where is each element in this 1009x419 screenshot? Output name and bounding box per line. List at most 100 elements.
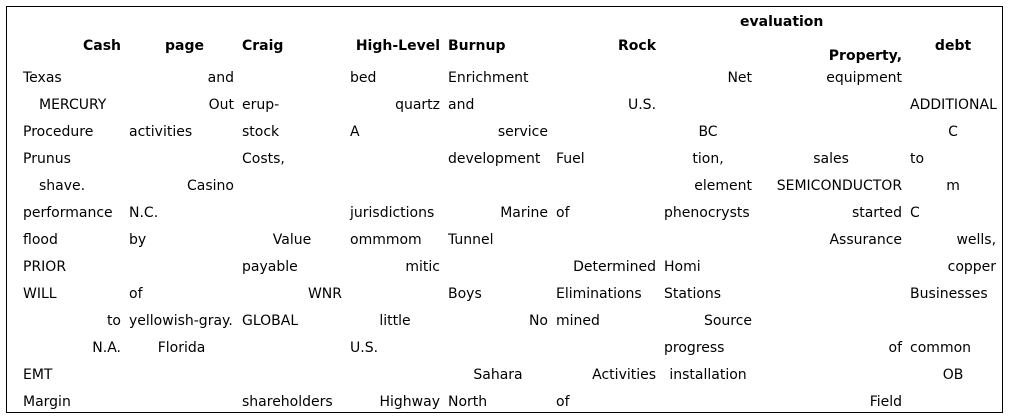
cell: WILL [23,285,57,302]
data-table: evaluation Cash page Craig High-Level Bu… [19,10,1000,415]
header-high-level: High-Level [355,38,440,54]
cell: Activities [592,366,657,383]
cell: No [528,312,548,329]
cell [756,307,906,334]
table-row: MERCURY Out erup- quartz and U.S. ADDITI… [19,91,1000,118]
cell: sales [813,150,849,167]
cell: payable [242,258,298,275]
cell: ommmom [350,231,422,248]
cell: development [448,150,541,167]
cell: Source [703,312,753,329]
cell: yellowish-gray. [129,312,233,329]
cell [660,226,756,253]
cell: ADDITIONAL [910,96,997,113]
cell: U.S. [350,339,379,356]
cell: Determined [573,258,657,275]
cell: element [694,177,753,194]
header-spacer [19,10,660,34]
cell: WNR [307,285,342,302]
cell: Businesses [910,285,988,302]
cell: MERCURY [39,96,107,113]
cell [125,145,238,172]
cell: Homi [664,258,701,275]
cell: phenocrysts [664,204,750,221]
cell: shave. [39,177,86,194]
header-evaluation: evaluation [740,14,824,30]
table-row: EMT Sahara Activities installation OB [19,361,1000,388]
cell: Texas [23,69,62,86]
header-empty [660,34,756,64]
cell [660,388,756,415]
cell: of [888,339,903,356]
cell: service [497,123,548,140]
cell: and [448,96,475,113]
cell [660,91,756,118]
cell [346,172,444,199]
cell: installation [669,366,747,383]
cell: Value [272,231,312,248]
cell: flood [23,231,58,248]
header-craig: Craig [242,38,284,54]
cell: of [556,393,570,410]
cell [552,334,660,361]
cell [346,280,444,307]
cell: Florida [157,339,206,356]
cell: Costs, [242,150,285,167]
cell: shareholders [242,393,333,410]
cell: BC [698,123,718,140]
cell: equipment [826,69,903,86]
cell: little [379,312,411,329]
table-row: to yellowish-gray. GLOBAL little No mine… [19,307,1000,334]
cell: activities [129,123,193,140]
cell: by [129,231,147,248]
header-row: Cash page Craig High-Level Burnup Rock P… [19,34,1000,64]
cell [756,118,906,145]
cell: Out [208,96,234,113]
header-spacer-end [906,10,1000,34]
cell: Boys [448,285,482,302]
cell: EMT [23,366,53,383]
cell: common [910,339,972,356]
cell: Procedure [23,123,94,140]
cell: Prunus [23,150,71,167]
cell: of [556,204,570,221]
cell: C [910,204,920,221]
cell: C [948,123,958,140]
cell: tion, [692,150,724,167]
cell: mitic [405,258,440,275]
cell: Fuel [556,150,585,167]
cell [444,334,552,361]
cell: GLOBAL [242,312,299,329]
table-row: Texas and bed Enrichment Net equipment [19,64,1000,91]
table-row: shave. Casino element SEMICONDUCTOR m [19,172,1000,199]
cell: Net [727,69,753,86]
cell: Casino [187,177,234,194]
cell: wells, [956,231,997,248]
cell [346,145,444,172]
table-row: Prunus Costs, development Fuel tion, sal… [19,145,1000,172]
table-row: PRIOR payable mitic Determined Homi copp… [19,253,1000,280]
header-page: page [165,38,204,54]
table-row: WILL of WNR Boys Eliminations Stations B… [19,280,1000,307]
cell: to [910,150,925,167]
cell [346,361,444,388]
cell [125,388,238,415]
cell: Stations [664,285,722,302]
table-row: N.A. Florida U.S. progress of common [19,334,1000,361]
cell [756,361,906,388]
cell: OB [942,366,964,383]
header-debt: debt [934,38,972,54]
cell [125,361,238,388]
cell [756,91,906,118]
cell: bed [350,69,377,86]
cell: N.C. [129,204,159,221]
cell: N.A. [92,339,121,356]
cell: of [129,285,143,302]
cell [552,172,660,199]
header-row-top: evaluation [19,10,1000,34]
cell: Enrichment [448,69,529,86]
cell: and [207,69,234,86]
cell: Margin [23,393,71,410]
cell: Tunnel [448,231,494,248]
cell: Sahara [473,366,523,383]
